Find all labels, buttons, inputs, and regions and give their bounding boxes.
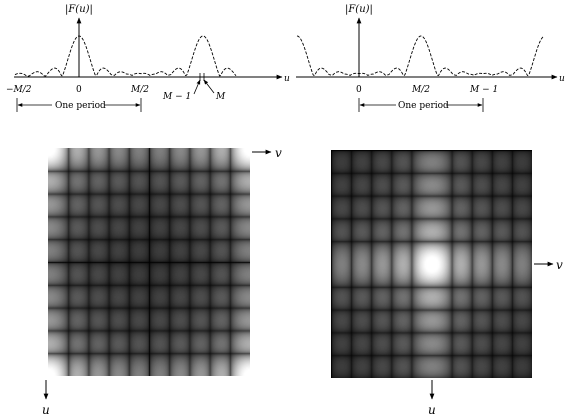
- left-plot-u-axis-label: u: [284, 74, 290, 84]
- left-plot-tick-pos-half: M/2: [130, 85, 149, 95]
- left-plot-m-pointer: [203, 79, 215, 94]
- left-spectrum-raster: [48, 148, 250, 376]
- left-plot-tick-zero: 0: [76, 85, 82, 95]
- right-plot-spectrum-curve: [296, 35, 544, 77]
- right-plot: u |F(u)| 0 M/2 M − 1 One period: [296, 4, 565, 112]
- left-plot-m-minus-1-pointer: [193, 79, 201, 95]
- right-plot-axis-title: |F(u)|: [345, 4, 373, 15]
- right-spectrum-raster: [331, 150, 532, 378]
- left-plot-axis-title: |F(u)|: [65, 4, 93, 15]
- left-plot-spectrum-curve: [14, 35, 237, 77]
- right-plot-u-axis-label: u: [559, 74, 565, 84]
- left-period-label: One period: [55, 101, 106, 111]
- left-plot: u |F(u)| −M/2 0 M/2 M − 1 M One period: [6, 4, 290, 112]
- right-plot-tick-pos-half: M/2: [411, 85, 430, 95]
- right-plot-tick-m-minus-1: M − 1: [469, 85, 498, 95]
- right-plot-tick-zero: 0: [356, 85, 362, 95]
- left-plot-tick-m: M: [215, 92, 226, 102]
- right-spectrum-image: v u: [331, 150, 563, 417]
- left-image-u-label: u: [42, 403, 50, 417]
- left-spectrum-image: v u: [42, 146, 282, 417]
- left-plot-tick-m-minus-1: M − 1: [162, 92, 191, 102]
- right-image-v-label: v: [556, 258, 563, 272]
- left-plot-tick-neg-half: −M/2: [6, 85, 32, 95]
- right-image-u-label: u: [428, 403, 436, 417]
- left-image-v-label: v: [275, 146, 282, 160]
- right-period-label: One period: [398, 101, 449, 111]
